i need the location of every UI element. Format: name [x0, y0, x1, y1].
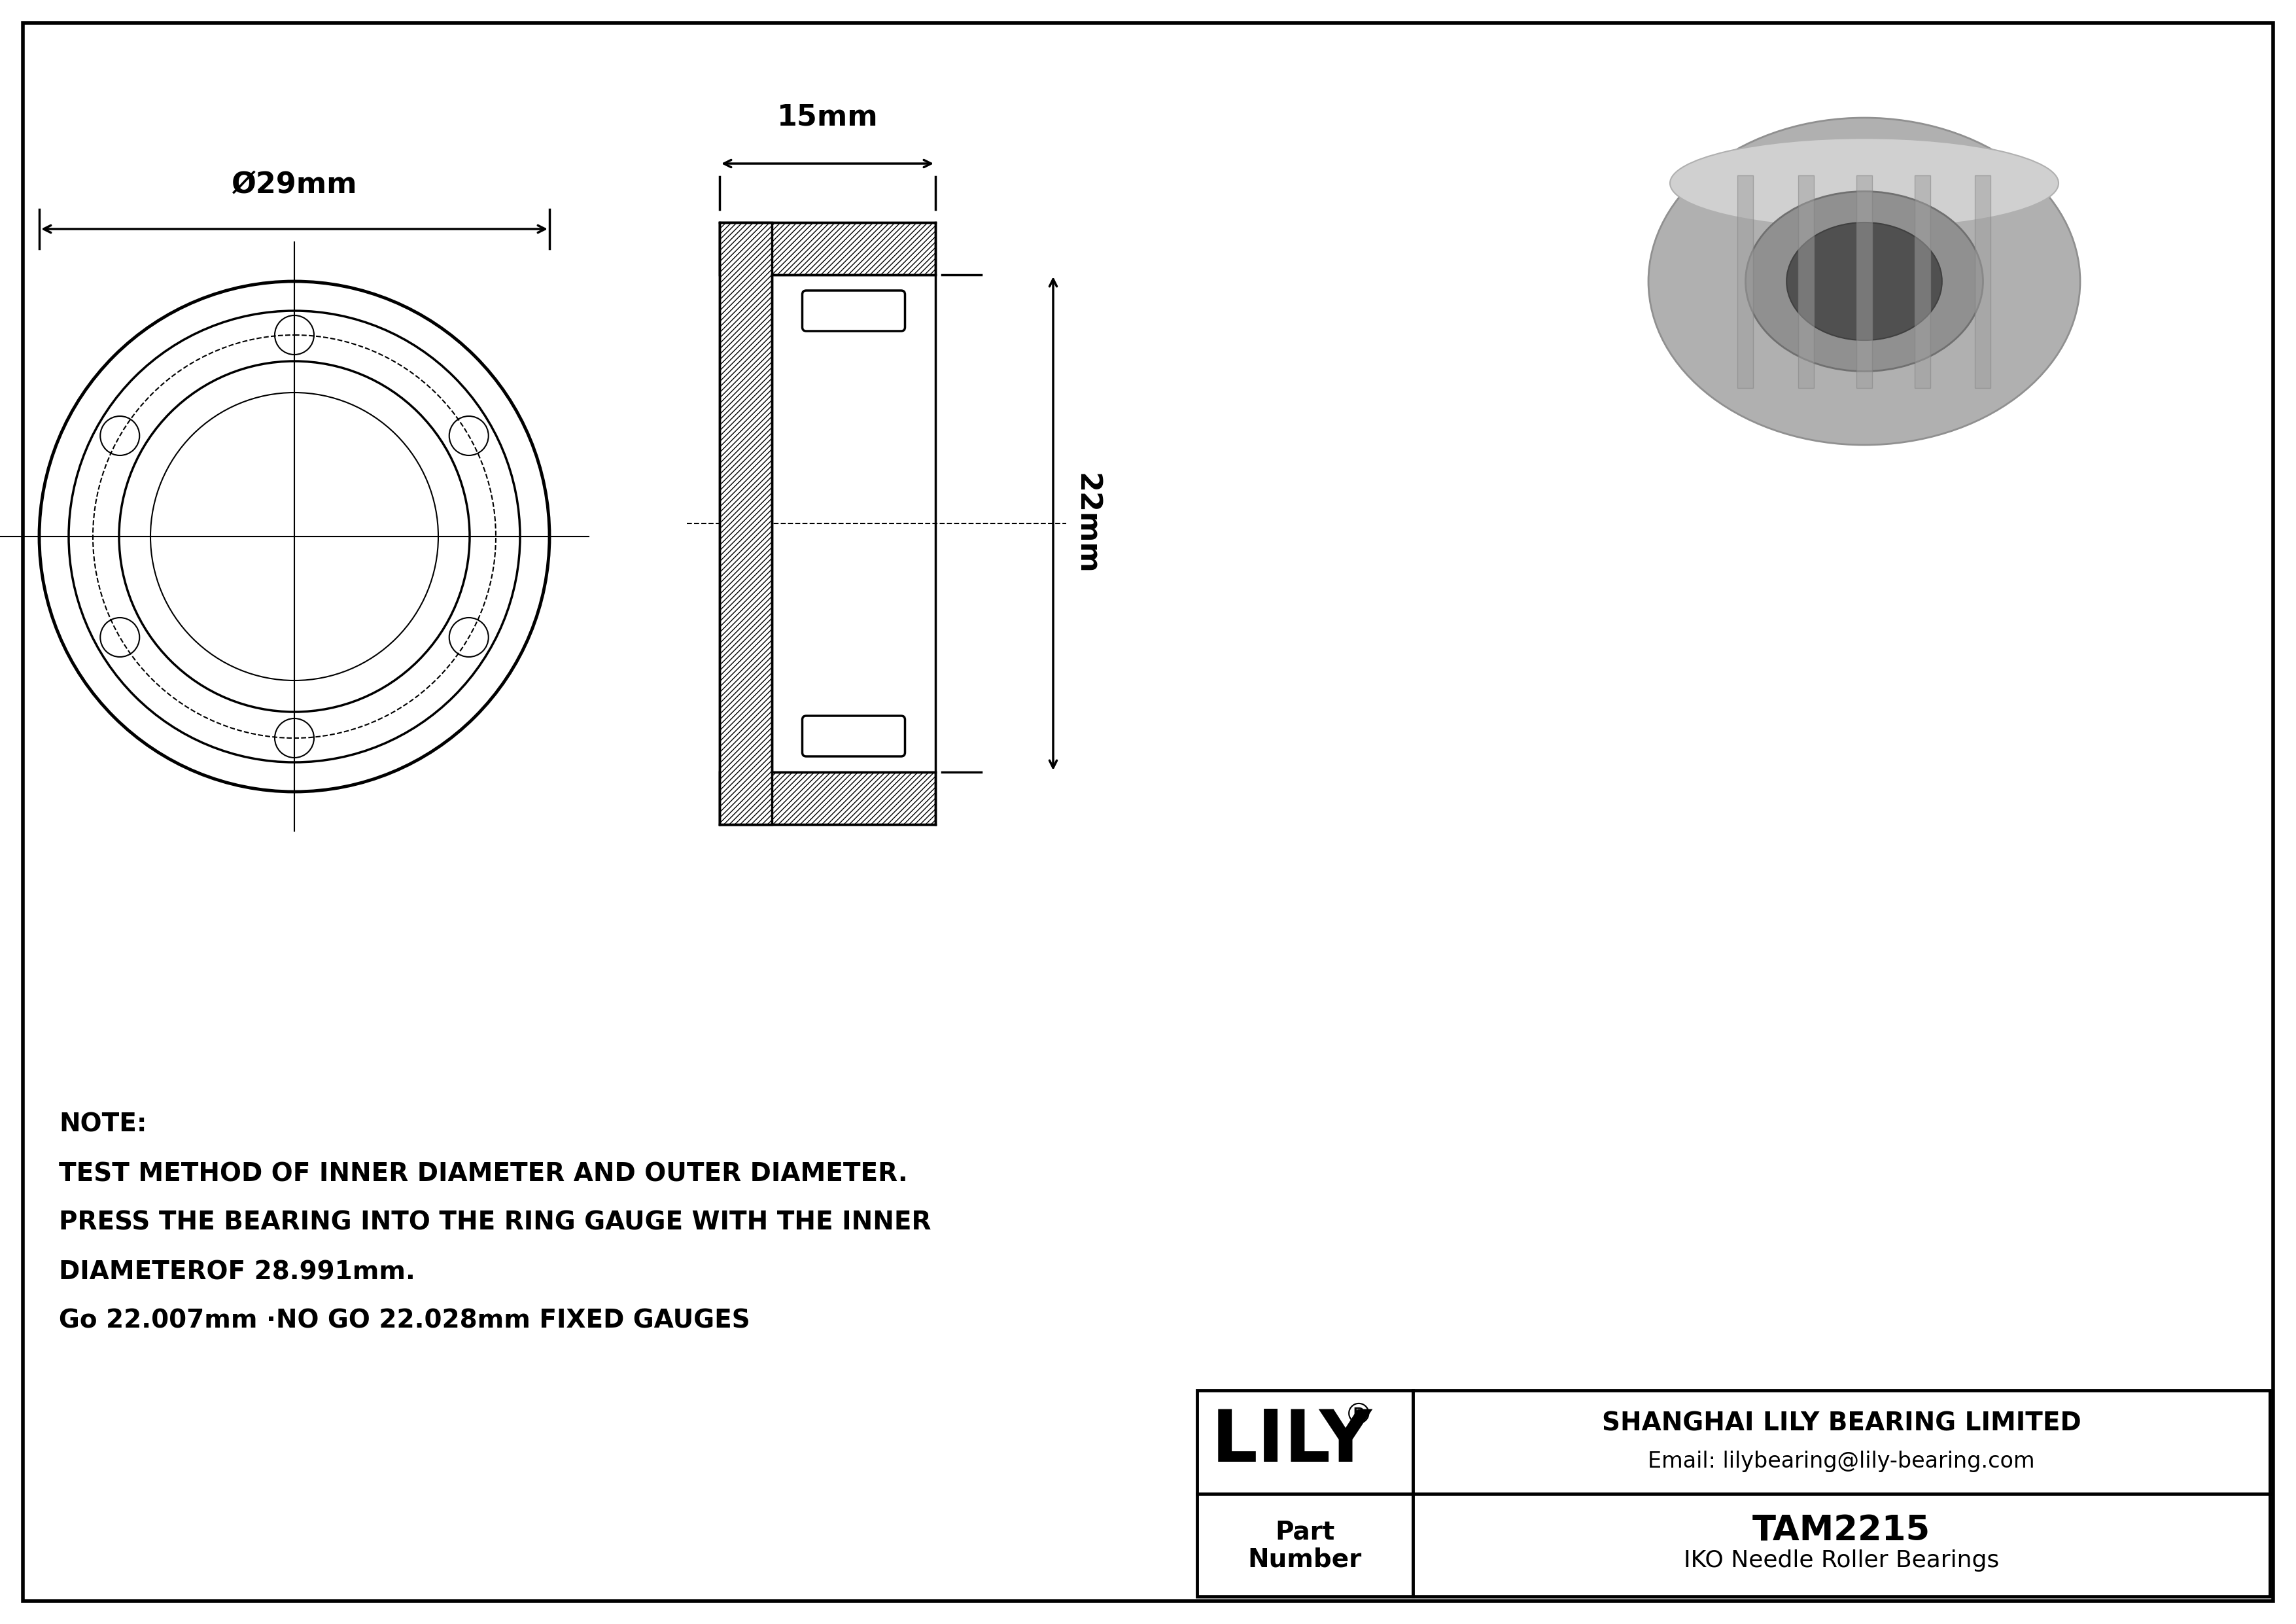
Text: Part: Part [1274, 1520, 1334, 1544]
Text: LILY: LILY [1212, 1406, 1373, 1476]
Text: Go 22.007mm ·NO GO 22.028mm FIXED GAUGES: Go 22.007mm ·NO GO 22.028mm FIXED GAUGES [60, 1309, 751, 1333]
Ellipse shape [1649, 119, 2080, 445]
Text: IKO Needle Roller Bearings: IKO Needle Roller Bearings [1683, 1549, 2000, 1572]
Bar [719, 771, 934, 825]
Bar [1412, 1494, 2271, 1596]
Ellipse shape [1786, 222, 1942, 341]
Text: ®: ® [1343, 1402, 1373, 1429]
Text: TEST METHOD OF INNER DIAMETER AND OUTER DIAMETER.: TEST METHOD OF INNER DIAMETER AND OUTER … [60, 1161, 907, 1186]
Text: Email: lilybearing@lily-bearing.com: Email: lilybearing@lily-bearing.com [1649, 1450, 2034, 1473]
Bar [719, 222, 771, 825]
Bar [1975, 175, 1991, 388]
Text: 22mm: 22mm [1072, 473, 1100, 573]
Text: PRESS THE BEARING INTO THE RING GAUGE WITH THE INNER: PRESS THE BEARING INTO THE RING GAUGE WI… [60, 1210, 932, 1236]
Bar [1915, 175, 1931, 388]
Bar [1857, 175, 1871, 388]
Bar [1196, 1390, 1412, 1494]
Bar [1412, 1390, 2271, 1494]
Bar [1196, 1494, 1412, 1596]
Bar [1738, 175, 1754, 388]
Text: Ø29mm: Ø29mm [232, 172, 358, 200]
Text: NOTE:: NOTE: [60, 1112, 147, 1137]
Text: SHANGHAI LILY BEARING LIMITED: SHANGHAI LILY BEARING LIMITED [1603, 1411, 2080, 1436]
Text: 15mm: 15mm [776, 102, 877, 132]
Text: TAM2215: TAM2215 [1752, 1514, 1931, 1548]
Text: Number: Number [1249, 1548, 1362, 1572]
Bar [1798, 175, 1814, 388]
Ellipse shape [1669, 138, 2060, 229]
Bar [719, 222, 934, 274]
Text: DIAMETEROF 28.991mm.: DIAMETEROF 28.991mm. [60, 1260, 416, 1285]
Ellipse shape [1745, 192, 1984, 372]
